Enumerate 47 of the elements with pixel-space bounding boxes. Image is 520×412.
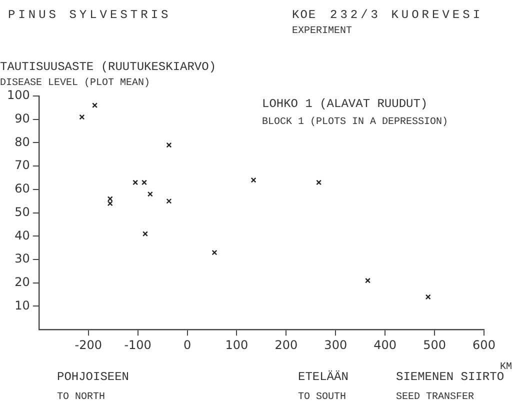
point (250, 177, 256, 183)
point (365, 278, 370, 284)
text: TO SOUTH (298, 392, 346, 403)
text: EXPERIMENT (292, 26, 352, 37)
text: DISEASE LEVEL (PLOT MEAN) (0, 78, 150, 89)
y-tick-label: 60 (14, 182, 30, 196)
point (142, 231, 148, 237)
y-tick-label: 30 (14, 252, 30, 266)
point (92, 102, 98, 108)
x-tick-label: 400 (374, 338, 397, 352)
x-tick-label: -100 (124, 338, 152, 352)
y-tick-label: 50 (14, 204, 30, 219)
text: KOE (292, 8, 317, 22)
x-tick-label: 300 (324, 338, 348, 352)
point (425, 294, 431, 300)
annotation: BLOCK 1 (PLOTS IN A DEPRESSION) (262, 117, 448, 128)
y-tick-label: 70 (14, 158, 30, 172)
text: TO NORTH (57, 392, 106, 403)
text: POHJOISEEN (57, 370, 130, 384)
y-tick-label: 10 (14, 298, 30, 312)
text: 232/3 KUOREVESI (330, 8, 484, 22)
point (166, 198, 172, 204)
point (316, 180, 322, 186)
text: KM (500, 362, 512, 373)
y-tick-label: 40 (14, 228, 30, 242)
y-axis-title: TAUTISUUSASTE (RUUTUKESKIARVO) (0, 60, 216, 74)
point (147, 191, 153, 197)
x-tick-label: 600 (472, 338, 496, 352)
point (166, 142, 172, 148)
x-axis-title: SIEMENEN SIIRTO (396, 370, 504, 384)
point (142, 180, 147, 186)
y-tick-label: 100 (7, 88, 30, 102)
y-tick-label: 20 (14, 275, 30, 290)
x-tick-label: 0 (183, 338, 192, 352)
point (212, 250, 218, 256)
text: ETELÄÄN (298, 370, 348, 384)
chart-title: PINUS SYLVESTRIS (8, 8, 172, 22)
x-tick-label: 200 (274, 338, 298, 352)
x-tick-label: 100 (225, 338, 248, 352)
text: SEED TRANSFER (396, 392, 474, 403)
x-tick-label: -200 (74, 338, 102, 352)
point (132, 180, 138, 186)
point (79, 114, 85, 120)
annotation: LOHKO 1 (ALAVAT RUUDUT) (262, 97, 428, 111)
y-tick-label: 90 (14, 111, 30, 126)
y-tick-label: 80 (14, 134, 30, 149)
x-tick-label: 500 (423, 338, 446, 352)
